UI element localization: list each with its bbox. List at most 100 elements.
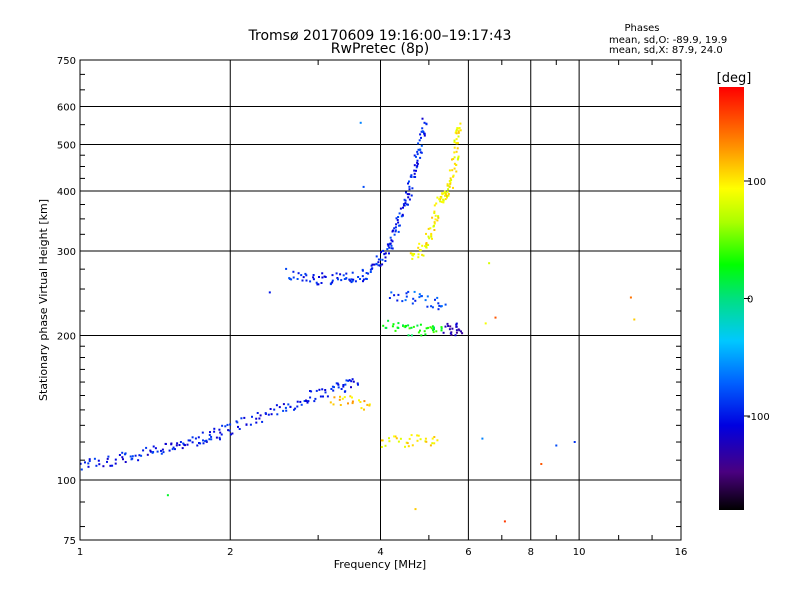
data-point — [191, 441, 194, 444]
data-point — [375, 255, 378, 258]
x-tick-label: 6 — [465, 547, 471, 558]
data-point — [335, 382, 338, 385]
data-point — [494, 316, 497, 319]
data-point — [431, 325, 434, 328]
data-point — [455, 329, 458, 332]
data-point — [433, 326, 435, 329]
data-point — [423, 132, 426, 135]
y-tick-label: 200 — [57, 332, 76, 343]
data-point — [288, 277, 291, 280]
data-point — [184, 444, 186, 447]
data-point — [421, 253, 424, 256]
data-point — [427, 244, 430, 246]
data-point — [395, 437, 398, 440]
stats-line-o: mean, sd,O: -89.9, 19.9 — [609, 35, 727, 46]
data-point — [447, 184, 450, 187]
data-point — [320, 282, 323, 284]
data-point — [457, 127, 460, 130]
data-point — [408, 188, 411, 191]
data-point — [160, 449, 162, 452]
data-point — [444, 198, 447, 201]
data-point — [433, 212, 436, 214]
colorbar — [719, 87, 744, 510]
x-tick-label: 8 — [528, 547, 534, 558]
data-point — [449, 332, 452, 335]
data-point — [432, 331, 435, 334]
data-point — [437, 215, 440, 218]
data-point — [339, 404, 342, 406]
data-point — [419, 329, 421, 332]
data-point — [421, 117, 424, 120]
data-point — [354, 280, 357, 283]
data-point — [186, 443, 189, 446]
data-point — [293, 408, 295, 411]
data-point — [331, 385, 334, 388]
colorbar-ticks: 100 0 -100 — [744, 177, 770, 423]
data-point — [450, 331, 453, 334]
data-point — [425, 242, 428, 244]
data-point — [449, 177, 452, 180]
data-point — [341, 397, 344, 400]
data-point — [416, 161, 419, 164]
data-point — [413, 169, 416, 172]
data-point — [213, 427, 216, 430]
data-point — [388, 246, 391, 249]
data-point — [296, 400, 299, 403]
data-point — [406, 193, 409, 196]
chart-title: Tromsø 20170609 19:16:00–19:17:43 — [248, 28, 512, 44]
data-point — [398, 224, 401, 227]
data-point — [358, 399, 360, 402]
data-point — [276, 413, 279, 416]
data-point — [457, 135, 460, 138]
x-tick-label: 1 — [77, 547, 83, 558]
data-point — [423, 121, 426, 124]
data-point — [342, 385, 345, 388]
data-point — [380, 446, 383, 448]
data-point — [79, 462, 82, 465]
data-point — [437, 216, 440, 219]
y-tick-label: 300 — [57, 247, 76, 258]
data-point — [411, 187, 414, 190]
y-tick-label: 75 — [63, 536, 76, 547]
data-point — [218, 436, 221, 439]
data-point — [350, 281, 353, 284]
data-point — [417, 331, 420, 334]
data-point — [382, 324, 385, 327]
data-point — [264, 412, 267, 415]
data-point — [365, 277, 367, 280]
data-point — [145, 446, 148, 449]
data-point — [443, 190, 446, 193]
data-point — [297, 272, 300, 275]
data-point — [404, 199, 407, 202]
data-point — [407, 203, 409, 206]
data-point — [416, 164, 419, 167]
data-point — [124, 452, 127, 455]
data-point — [377, 261, 380, 264]
data-point — [269, 408, 272, 410]
data-point — [224, 425, 227, 428]
data-point — [349, 395, 352, 398]
data-point — [382, 249, 385, 252]
data-point — [181, 447, 184, 450]
data-point — [394, 329, 397, 332]
data-point — [415, 169, 417, 172]
data-point — [321, 388, 324, 391]
data-point — [419, 323, 422, 326]
data-point — [259, 414, 262, 417]
data-point — [404, 299, 407, 302]
data-point — [415, 166, 418, 169]
data-point — [88, 460, 91, 462]
plot-frame — [79, 59, 682, 541]
data-point — [162, 451, 165, 454]
data-point — [430, 232, 433, 235]
data-point — [391, 247, 394, 250]
data-point — [221, 424, 224, 427]
data-point — [387, 319, 390, 322]
data-point — [273, 408, 276, 411]
data-point — [362, 278, 365, 281]
data-point — [451, 158, 453, 161]
data-point — [452, 174, 455, 177]
data-point — [439, 200, 442, 203]
data-point — [282, 409, 285, 412]
data-point — [439, 196, 442, 199]
